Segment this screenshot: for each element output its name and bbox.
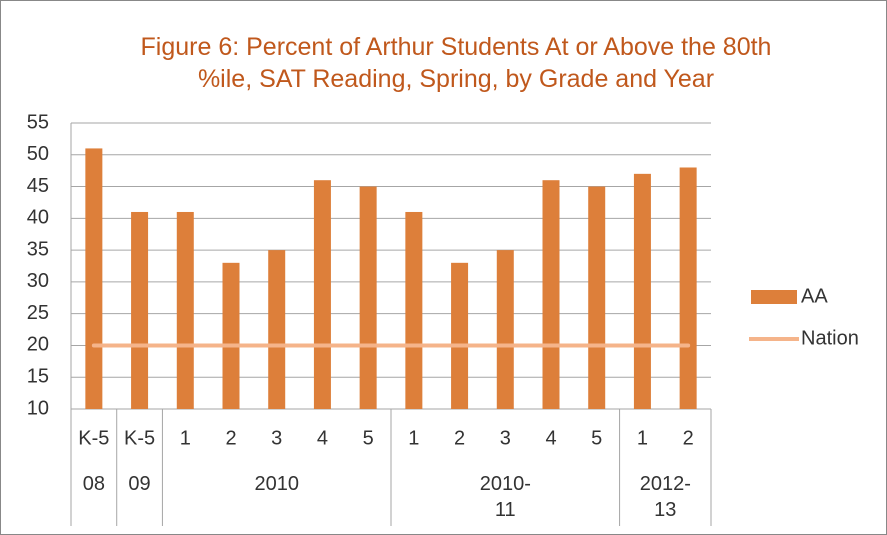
- y-tick-label: 15: [27, 366, 49, 388]
- y-tick-label: 40: [27, 207, 49, 229]
- bar: [313, 180, 331, 409]
- y-tick-label: 55: [27, 111, 49, 133]
- bar: [405, 211, 423, 409]
- bar: [222, 262, 240, 409]
- legend-swatch: [751, 290, 797, 304]
- group-label: 2010-11: [479, 473, 531, 521]
- x-tick-label: 4: [545, 427, 556, 449]
- group-label: 09: [128, 473, 151, 495]
- bar: [131, 211, 149, 409]
- y-tick-label: 35: [27, 238, 49, 260]
- x-tick-label: 3: [500, 427, 511, 449]
- x-tick-label: 4: [317, 427, 328, 449]
- x-tick-label: 1: [180, 427, 191, 449]
- y-tick-label: 25: [27, 302, 49, 324]
- y-tick-label: 20: [27, 334, 49, 356]
- y-tick-label: 10: [27, 397, 49, 419]
- x-tick-label: 1: [408, 427, 419, 449]
- bar: [542, 180, 560, 409]
- bar: [633, 173, 651, 409]
- y-tick-label: 50: [27, 143, 49, 165]
- x-tick-label: K-5: [124, 427, 155, 449]
- bar: [85, 148, 103, 409]
- bar: [176, 211, 194, 409]
- x-tick-label: 2: [225, 427, 236, 449]
- x-tick-label: K-5: [78, 427, 109, 449]
- legend-label: Nation: [801, 327, 859, 349]
- group-label: 08: [82, 473, 105, 495]
- x-tick-label: 5: [591, 427, 602, 449]
- bar: [496, 250, 514, 409]
- bar: [451, 262, 469, 409]
- y-tick-label: 45: [27, 175, 49, 197]
- bar: [268, 250, 286, 409]
- group-label: 2012-13: [639, 473, 691, 521]
- x-tick-label: 3: [271, 427, 282, 449]
- chart-title: Figure 6: Percent of Arthur Students At …: [140, 33, 772, 93]
- legend-label: AA: [801, 285, 828, 307]
- bar: [588, 186, 606, 409]
- x-tick-label: 2: [683, 427, 694, 449]
- group-label: 2010: [254, 473, 299, 495]
- x-tick-label: 2: [454, 427, 465, 449]
- y-tick-label: 30: [27, 270, 49, 292]
- x-tick-label: 5: [363, 427, 374, 449]
- bar: [679, 167, 697, 409]
- bar: [359, 186, 377, 409]
- x-tick-label: 1: [637, 427, 648, 449]
